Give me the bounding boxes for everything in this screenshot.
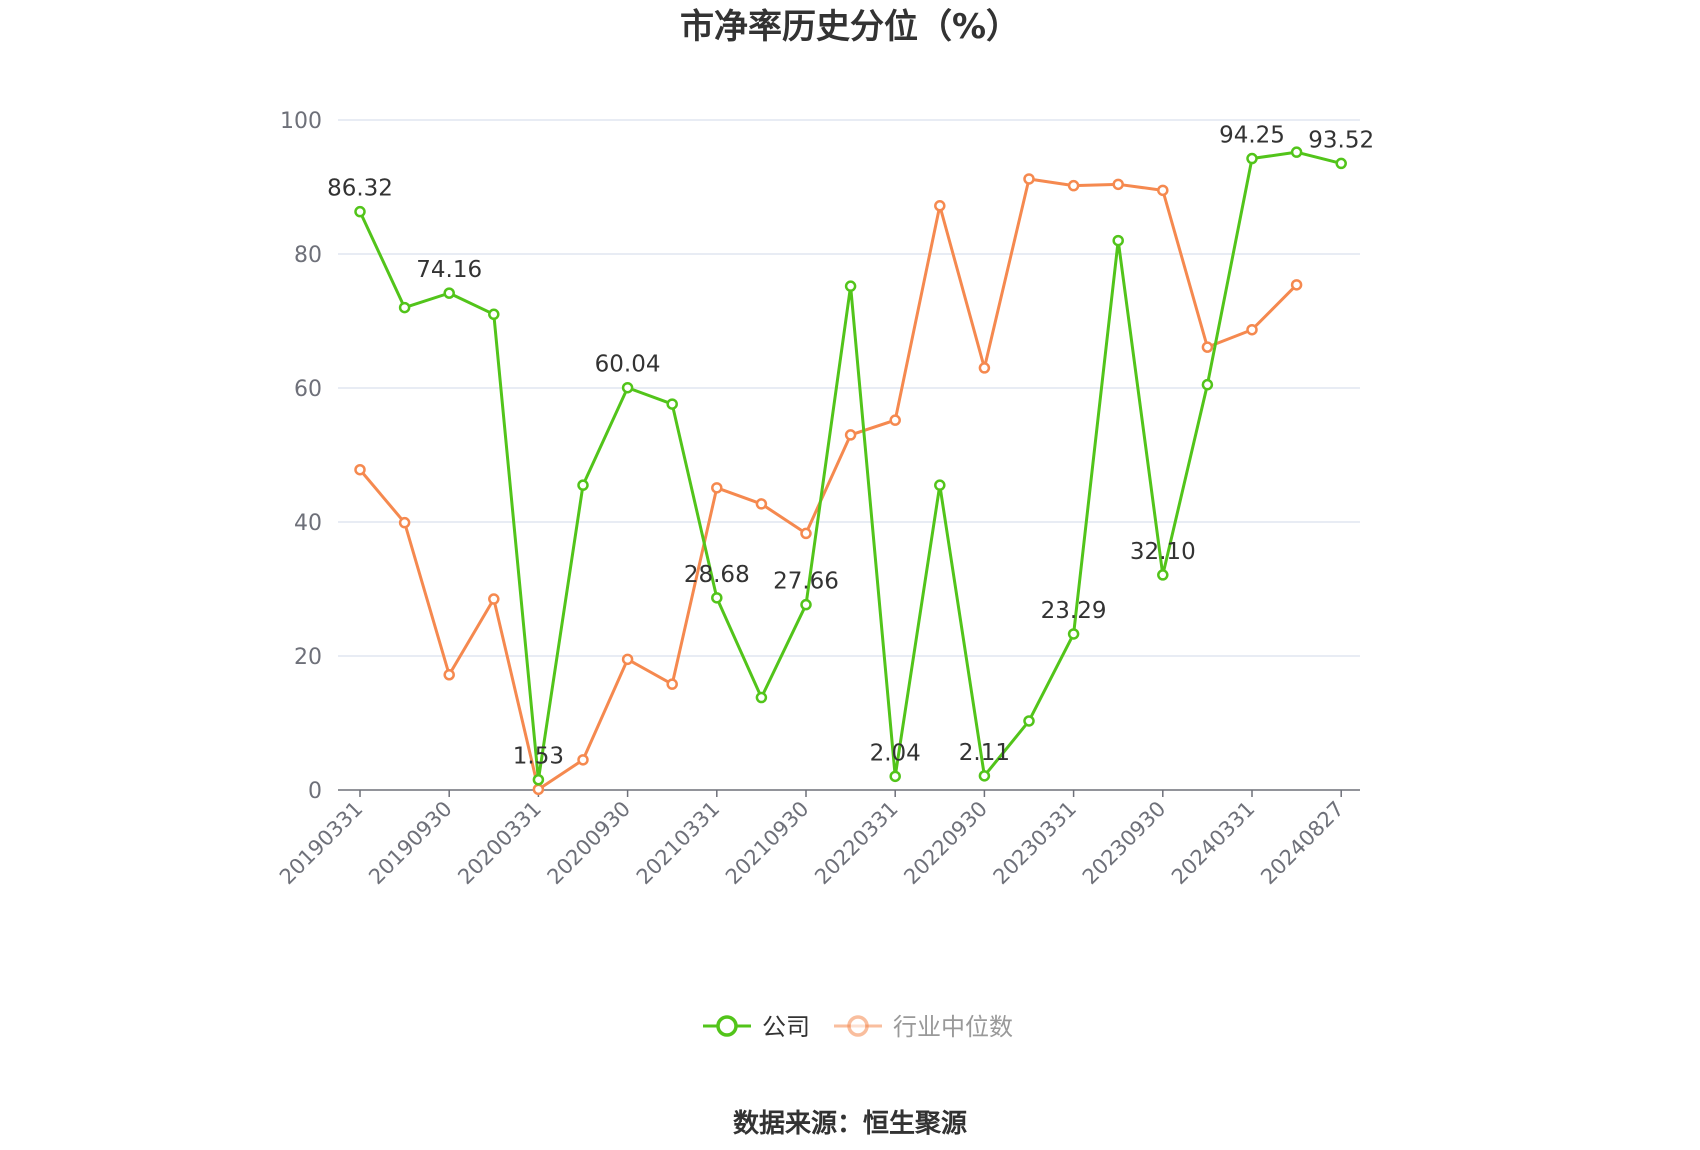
data-label: 1.53 xyxy=(513,744,564,770)
data-label: 2.11 xyxy=(959,740,1010,766)
industry-median-line xyxy=(358,177,1298,791)
y-tick-label: 40 xyxy=(294,511,322,536)
x-tick-label: 20240827 xyxy=(1256,797,1349,890)
data-label: 23.29 xyxy=(1041,598,1107,624)
company-point[interactable] xyxy=(488,308,500,321)
data-label: 2.04 xyxy=(870,740,921,766)
company-point[interactable] xyxy=(443,287,455,299)
company-line xyxy=(358,150,1342,782)
data-source: 数据来源：恒生聚源 xyxy=(733,1109,967,1139)
data-label: 27.66 xyxy=(773,569,839,595)
industry-median-point[interactable] xyxy=(1023,173,1035,185)
x-tick-label: 20220930 xyxy=(899,797,992,890)
industry-median-point[interactable] xyxy=(889,414,901,426)
industry-median-point[interactable] xyxy=(844,429,857,441)
company-point[interactable] xyxy=(398,301,411,314)
industry-median-point[interactable] xyxy=(755,498,768,510)
x-axis: 2019033120190930202003312020093020210331… xyxy=(275,789,1360,890)
industry-median-point[interactable] xyxy=(800,527,812,540)
x-tick-label: 20230331 xyxy=(989,797,1082,890)
chart-title: 市净率历史分位（%） xyxy=(680,7,1020,47)
company-point[interactable] xyxy=(1201,378,1214,391)
plot-area xyxy=(354,146,1347,796)
industry-median-point[interactable] xyxy=(978,362,991,374)
company-point[interactable] xyxy=(978,770,991,782)
industry-median-point[interactable] xyxy=(1157,184,1169,197)
company-point[interactable] xyxy=(577,479,589,491)
legend: 公司 行业中位数 xyxy=(703,1013,1013,1041)
industry-median-point[interactable] xyxy=(1290,279,1303,291)
industry-median-point[interactable] xyxy=(577,754,589,766)
x-tick-label: 20210331 xyxy=(632,797,725,890)
y-tick-label: 60 xyxy=(294,377,322,402)
industry-median-point[interactable] xyxy=(443,669,455,681)
company-point[interactable] xyxy=(354,205,366,218)
company-point[interactable] xyxy=(532,773,545,786)
data-labels: 86.32 74.16 1.53 60.04 28.68 27.66 2.04 2.11 23.… xyxy=(327,123,1374,770)
industry-median-point[interactable] xyxy=(398,516,411,529)
data-label: 60.04 xyxy=(595,352,661,378)
industry-median-point[interactable] xyxy=(666,678,678,690)
y-axis: 0 20 40 60 80 100 xyxy=(280,109,322,804)
industry-median-point[interactable] xyxy=(488,593,500,605)
industry-median-point[interactable] xyxy=(621,653,634,666)
x-tick-label: 20210930 xyxy=(721,797,814,890)
legend-company-label: 公司 xyxy=(762,1013,810,1041)
company-point[interactable] xyxy=(1290,146,1303,158)
company-point[interactable] xyxy=(711,592,723,604)
company-point[interactable] xyxy=(755,691,768,704)
company-point[interactable] xyxy=(844,280,857,292)
company-point[interactable] xyxy=(1246,152,1258,165)
x-tick-label: 20240331 xyxy=(1167,797,1260,890)
company-point[interactable] xyxy=(889,770,901,783)
industry-median-point[interactable] xyxy=(1067,179,1080,192)
company-point[interactable] xyxy=(621,381,634,394)
industry-median-point[interactable] xyxy=(1201,341,1214,353)
y-tick-label: 80 xyxy=(294,243,322,268)
industry-median-point[interactable] xyxy=(934,200,946,212)
company-point[interactable] xyxy=(1023,715,1035,727)
series-company xyxy=(354,146,1347,786)
data-label: 86.32 xyxy=(327,176,393,202)
x-tick-label: 20200331 xyxy=(453,797,546,890)
industry-median-point[interactable] xyxy=(1112,178,1124,191)
company-point[interactable] xyxy=(934,479,946,491)
grid-lines xyxy=(338,119,1360,657)
industry-median-point[interactable] xyxy=(1246,323,1258,336)
industry-median-point[interactable] xyxy=(532,783,545,796)
legend-industry-marker-icon xyxy=(847,1015,869,1037)
y-tick-label: 100 xyxy=(280,109,322,134)
industry-median-point[interactable] xyxy=(354,463,366,476)
data-label: 28.68 xyxy=(684,562,750,588)
x-tick-label: 20230930 xyxy=(1078,797,1171,890)
data-label: 94.25 xyxy=(1219,123,1285,149)
company-point[interactable] xyxy=(1335,157,1347,170)
y-tick-label: 0 xyxy=(308,779,322,804)
company-point[interactable] xyxy=(800,598,812,611)
legend-industry-label: 行业中位数 xyxy=(893,1013,1013,1041)
company-point[interactable] xyxy=(1112,234,1124,247)
y-tick-label: 20 xyxy=(294,645,322,670)
industry-median-point[interactable] xyxy=(711,482,723,494)
legend-company-marker-icon xyxy=(716,1015,738,1037)
series-industry-median xyxy=(354,173,1303,796)
company-point[interactable] xyxy=(1157,569,1169,581)
company-point[interactable] xyxy=(666,398,678,410)
company-point[interactable] xyxy=(1067,628,1080,640)
x-tick-label: 20190930 xyxy=(364,797,457,890)
data-label: 93.52 xyxy=(1308,127,1374,153)
legend-item-industry-median[interactable]: 行业中位数 xyxy=(834,1013,1013,1041)
data-label: 74.16 xyxy=(416,257,482,283)
x-tick-label: 20190331 xyxy=(275,797,368,890)
x-tick-label: 20200930 xyxy=(543,797,636,890)
x-tick-label: 20220331 xyxy=(810,797,903,890)
legend-item-company[interactable]: 公司 xyxy=(703,1013,810,1041)
data-label: 32.10 xyxy=(1130,539,1196,565)
